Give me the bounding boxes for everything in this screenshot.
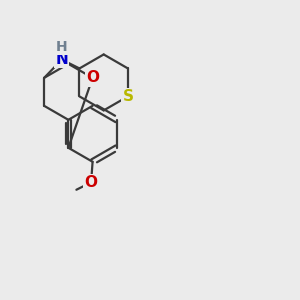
- Text: N: N: [56, 52, 68, 67]
- Text: H: H: [56, 40, 67, 54]
- Text: S: S: [122, 89, 134, 104]
- Text: O: O: [86, 70, 99, 86]
- Text: O: O: [85, 175, 98, 190]
